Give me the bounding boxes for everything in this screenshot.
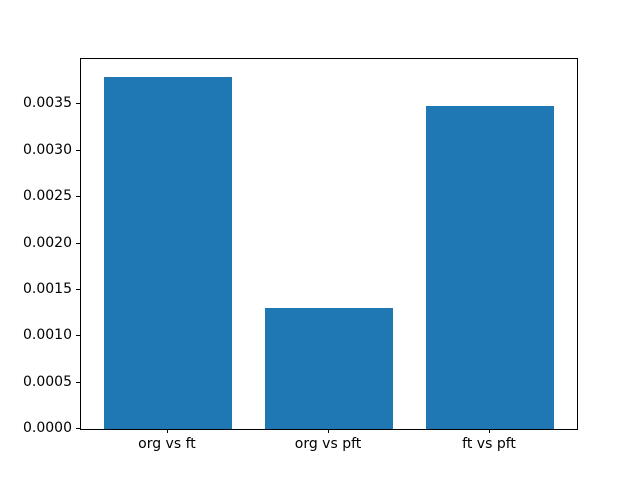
- y-tick-mark: [76, 242, 80, 244]
- x-tick-mark: [489, 429, 491, 433]
- y-tick-label: 0.0030: [23, 141, 72, 158]
- y-tick-mark: [76, 196, 80, 198]
- y-tick-mark: [76, 381, 80, 383]
- y-tick-label: 0.0020: [23, 234, 72, 251]
- y-tick-mark: [76, 288, 80, 290]
- y-tick-mark: [76, 149, 80, 151]
- y-tick-label: 0.0015: [23, 280, 72, 297]
- x-tick-mark: [328, 429, 329, 433]
- y-tick-mark: [76, 335, 80, 337]
- plot-area: [80, 58, 578, 430]
- y-tick-mark: [76, 428, 80, 429]
- x-tick-label: org vs pft: [294, 436, 362, 452]
- x-tick-mark: [166, 429, 168, 433]
- x-tick-label: org vs ft: [138, 436, 196, 452]
- x-tick-label: ft vs pft: [462, 436, 516, 452]
- y-tick-label: 0.0035: [23, 95, 72, 112]
- y-tick-label: 0.0000: [23, 420, 72, 436]
- y-tick-label: 0.0010: [23, 327, 72, 344]
- bar-ft-vs-pft: [425, 106, 555, 429]
- y-tick-label: 0.0025: [23, 188, 72, 205]
- y-tick-label: 0.0005: [23, 373, 72, 390]
- bar-org-vs-ft: [103, 76, 233, 429]
- bar-org-vs-pft: [264, 308, 394, 429]
- y-tick-mark: [76, 103, 80, 105]
